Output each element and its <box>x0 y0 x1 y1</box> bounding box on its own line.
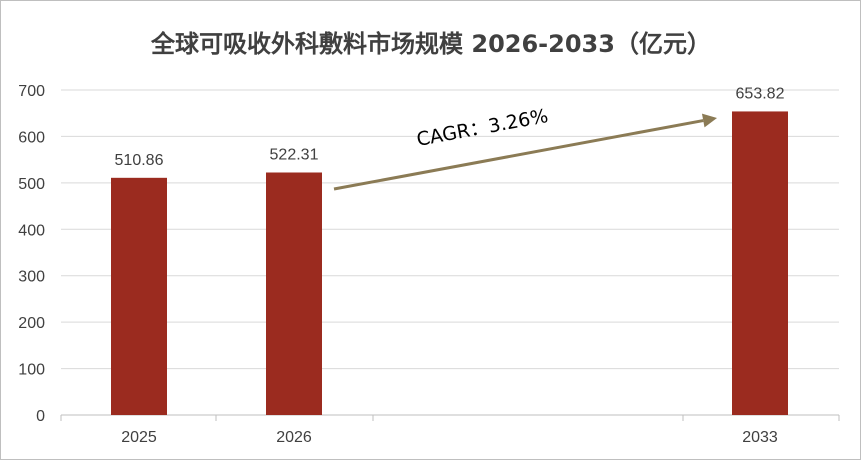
cagr-arrow <box>333 119 704 191</box>
y-tick-label: 400 <box>18 222 45 239</box>
bar <box>732 111 788 416</box>
y-tick-label: 300 <box>18 269 45 286</box>
y-tick-label: 700 <box>18 83 45 100</box>
x-tick-label: 2025 <box>121 429 157 446</box>
y-tick-label: 200 <box>18 315 45 332</box>
x-axis: 2025 2026 2033 <box>60 414 840 446</box>
cagr-label: CAGR：3.26% <box>415 105 550 151</box>
y-tick-label: 600 <box>18 129 45 146</box>
y-tick-label: 100 <box>18 362 45 379</box>
gridlines <box>61 89 839 370</box>
cagr-arrow-head <box>701 113 717 128</box>
bar <box>266 172 322 415</box>
cagr-annotation: CAGR：3.26% <box>333 105 717 191</box>
x-tick-label: 2033 <box>742 429 778 446</box>
y-axis-ticks: 0 100 200 300 400 500 600 700 <box>18 83 45 425</box>
chart-title: 全球可吸收外科敷料市场规模 2026-2033（亿元） <box>150 30 711 58</box>
data-label: 653.82 <box>736 85 785 102</box>
y-tick-label: 500 <box>18 176 45 193</box>
y-tick-label: 0 <box>36 408 45 425</box>
bar <box>111 177 167 415</box>
data-label: 522.31 <box>270 146 319 163</box>
data-labels: 510.86 522.31 653.82 <box>115 85 785 168</box>
x-tick-label: 2026 <box>276 429 312 446</box>
bars <box>111 111 788 416</box>
data-label: 510.86 <box>115 152 164 169</box>
